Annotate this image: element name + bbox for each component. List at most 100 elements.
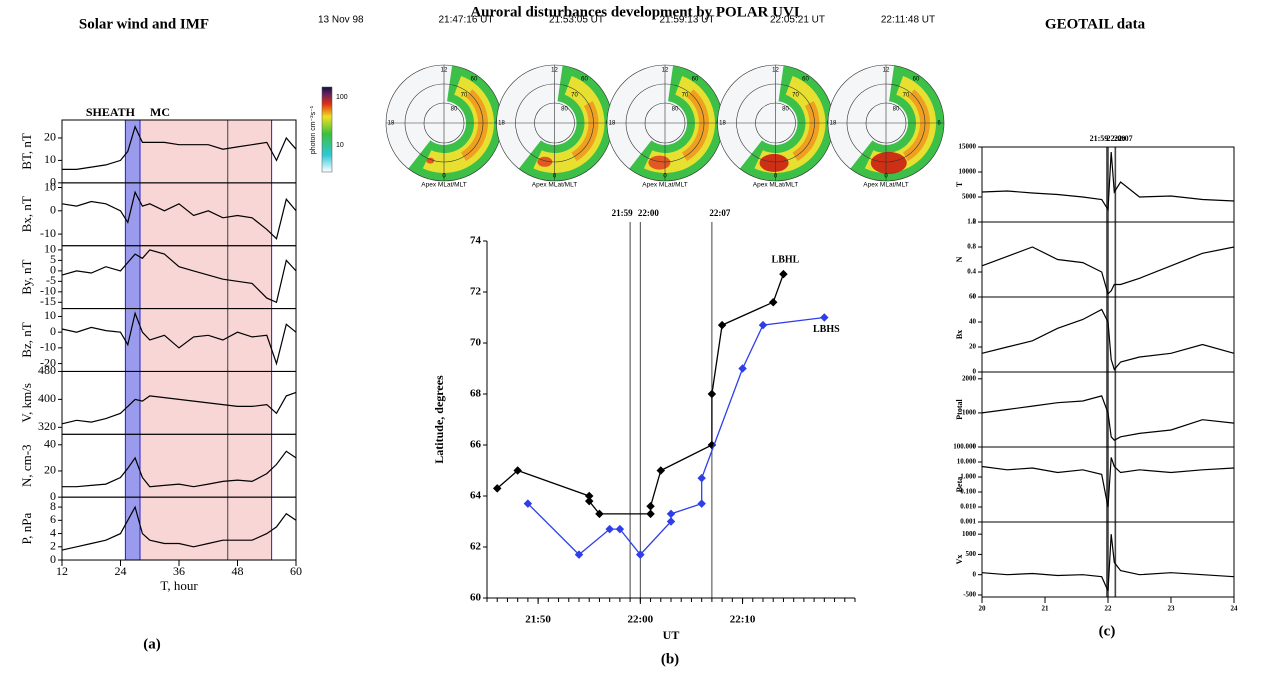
y-tick-label: 0.001 — [960, 518, 976, 526]
aurora-caption: Apex MLat/MLT — [532, 182, 577, 189]
aurora-brightening — [648, 156, 670, 170]
x-tick-label: 22:10 — [730, 614, 756, 626]
data-point — [820, 313, 828, 321]
aurora-grid-label: 18 — [388, 121, 395, 127]
interval-label: SHEATH — [86, 105, 136, 119]
y-axis-label: Latitude, degrees — [432, 375, 446, 464]
y-tick-label: 0 — [50, 324, 56, 338]
reference-label: 22:00 — [638, 208, 659, 218]
y-tick-label: 2 — [50, 539, 56, 553]
aurora-brightening — [760, 154, 789, 172]
y-tick-label: 70 — [470, 337, 482, 349]
y-axis-label: N — [955, 256, 964, 262]
interval-label: MC — [150, 105, 170, 119]
aurora-grid-label: 80 — [561, 107, 568, 113]
y-tick-label: 5000 — [962, 193, 977, 201]
y-tick-label: 1000 — [962, 409, 977, 417]
data-point — [779, 270, 787, 278]
x-tick-label: 12 — [56, 564, 68, 578]
y-tick-label: 10.000 — [957, 458, 977, 466]
aurora-grid-label: 60 — [913, 77, 920, 83]
x-tick-label: 20 — [979, 605, 987, 613]
y-tick-label: 20 — [44, 463, 56, 477]
data-point — [657, 466, 665, 474]
colorbar-tick: 100 — [336, 94, 348, 101]
aurora-grid-label: 18 — [719, 121, 726, 127]
aurora-caption: Apex MLat/MLT — [642, 182, 687, 189]
aurora-grid-label: 70 — [461, 93, 468, 99]
y-axis-label: Bx, nT — [19, 196, 34, 232]
data-point — [646, 502, 654, 510]
data-point — [769, 298, 777, 306]
aurora-caption: Apex MLat/MLT — [421, 182, 466, 189]
x-tick-label: 36 — [173, 564, 185, 578]
x-axis-label: T, hour — [160, 578, 198, 593]
data-line — [528, 318, 824, 555]
y-tick-label: -10 — [40, 226, 56, 240]
colorbar-tick: 10 — [336, 142, 344, 149]
y-tick-label: 400 — [38, 391, 56, 405]
x-tick-label: 60 — [290, 564, 302, 578]
x-tick-label: 21:50 — [525, 614, 551, 626]
y-tick-label: 0 — [973, 570, 977, 578]
panel-label: (b) — [661, 651, 679, 667]
aurora-grid-label: 18 — [498, 121, 505, 127]
panel-title: GEOTAIL data — [1045, 16, 1146, 32]
y-tick-label: 20 — [44, 130, 56, 144]
x-axis-label: UT — [663, 628, 680, 642]
aurora-grid-label: 12 — [883, 68, 890, 74]
y-tick-label: 4 — [50, 525, 56, 539]
colorbar-label: photon cm⁻²s⁻¹ — [310, 105, 317, 154]
y-tick-label: 20 — [969, 343, 977, 351]
y-axis-label: P, nPa — [19, 512, 34, 544]
shaded-interval — [140, 120, 272, 560]
aurora-caption: Apex MLat/MLT — [753, 182, 798, 189]
y-axis-label: Beta — [955, 477, 964, 493]
y-tick-label: 1000 — [962, 530, 977, 538]
y-tick-label: 480 — [38, 363, 56, 377]
y-tick-label: 6 — [50, 512, 56, 526]
panel-label: (a) — [143, 636, 161, 652]
data-point — [646, 510, 654, 518]
figure: Solar wind and IMF Auroral disturbances … — [0, 0, 1268, 675]
y-tick-label: 72 — [470, 286, 482, 298]
aurora-grid-label: 70 — [682, 93, 689, 99]
aurora-grid-label: 70 — [903, 93, 910, 99]
y-axis-label: Vx — [955, 555, 964, 565]
x-tick-label: 22:00 — [627, 614, 653, 626]
x-tick-label: 48 — [232, 564, 244, 578]
y-tick-label: 10 — [44, 308, 56, 322]
y-tick-label: 0.4 — [967, 268, 976, 276]
data-point — [697, 499, 705, 507]
aurora-grid-label: 12 — [662, 68, 669, 74]
y-axis-label: By, nT — [19, 259, 34, 294]
panel-title: Solar wind and IMF — [79, 16, 209, 32]
data-point — [708, 390, 716, 398]
aurora-time: 22:11:48 UT — [881, 15, 935, 26]
panel-label: (c) — [1099, 623, 1116, 639]
y-tick-label: 10 — [44, 179, 56, 193]
y-axis-label: Bx — [955, 330, 964, 339]
y-axis-label: V, km/s — [19, 383, 34, 423]
y-tick-label: 1.2 — [967, 218, 976, 226]
shaded-interval — [125, 120, 140, 560]
y-tick-label: 500 — [966, 550, 977, 558]
aurora-grid-label: 12 — [441, 68, 448, 74]
reference-label: 22:07 — [1114, 134, 1133, 143]
aurora-grid-label: 70 — [571, 93, 578, 99]
y-tick-label: 62 — [470, 541, 482, 553]
reference-label: 22:07 — [709, 208, 730, 218]
figure-title: Auroral disturbances development by POLA… — [470, 4, 799, 20]
y-tick-label: 320 — [38, 419, 56, 433]
y-tick-label: -500 — [963, 591, 976, 599]
aurora-caption: Apex MLat/MLT — [863, 182, 908, 189]
aurora-date: 13 Nov 98 — [318, 15, 364, 26]
aurora-grid-label: 18 — [609, 121, 616, 127]
aurora-grid-label: 18 — [830, 121, 837, 127]
aurora-grid-label: 60 — [692, 77, 699, 83]
aurora-grid-label: 60 — [581, 77, 588, 83]
colorbar — [322, 87, 332, 172]
y-tick-label: 68 — [470, 388, 482, 400]
y-axis-label: BT, nT — [19, 133, 34, 170]
data-point — [759, 321, 767, 329]
